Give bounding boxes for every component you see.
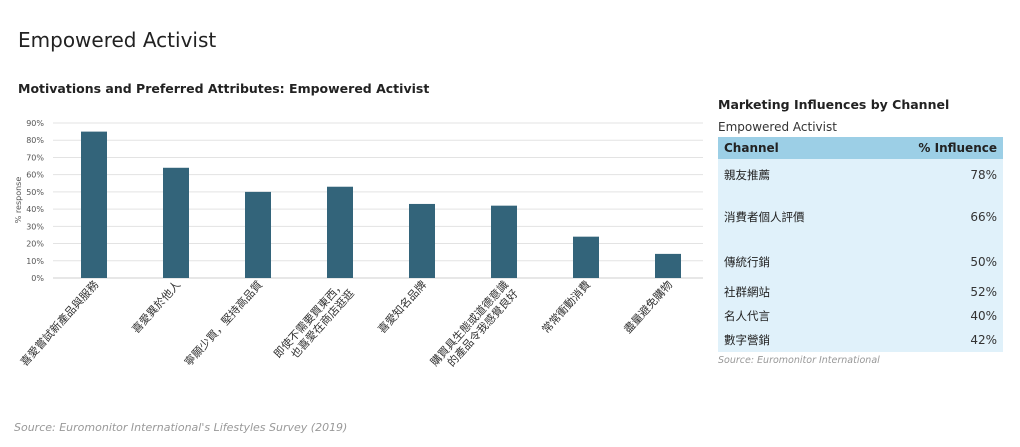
panel-source: Source: Euromonitor International <box>718 355 880 366</box>
bar <box>81 131 107 278</box>
x-tick-label: 寧願少買，堅持高品質 <box>181 278 265 369</box>
y-tick-label: 60% <box>26 171 44 180</box>
table-row: 社群網站 52% <box>718 280 1003 304</box>
channel-cell: 社群網站 <box>718 280 862 304</box>
channel-cell: 傳統行銷 <box>718 243 862 280</box>
x-tick-label: 即使不需要買東西，也喜愛在商店逛逛 <box>271 278 357 361</box>
x-tick-label: 常常衝動消費 <box>539 278 594 336</box>
y-tick-label: 10% <box>26 257 44 266</box>
chart-source: Source: Euromonitor International's Life… <box>14 421 348 434</box>
y-tick-label: 30% <box>26 222 44 231</box>
x-tick-label: 盡量避免購物 <box>621 278 676 336</box>
influence-cell: 42% <box>861 328 1003 352</box>
x-tick-label: 喜愛異於他人 <box>129 278 184 336</box>
x-tick-label: 喜愛嘗試新產品與服務 <box>17 278 101 369</box>
bar <box>491 205 517 278</box>
table-row: 親友推薦 78% <box>718 159 1003 190</box>
table-row: 名人代言 40% <box>718 304 1003 328</box>
x-tick-label: 喜愛知名品牌 <box>375 278 430 336</box>
bar <box>327 186 353 278</box>
influence-cell: 40% <box>861 304 1003 328</box>
table-row: 消費者個人評價 66% <box>718 190 1003 243</box>
bar <box>163 167 189 278</box>
y-tick-label: 80% <box>26 136 44 145</box>
y-tick-label: 0% <box>31 274 44 283</box>
column-header-influence: % Influence <box>861 137 1003 159</box>
table-row: 數字營銷 42% <box>718 328 1003 352</box>
x-tick-label-line: 喜愛知名品牌 <box>375 278 430 336</box>
bar <box>655 253 681 278</box>
x-tick-label-line: 喜愛異於他人 <box>129 278 184 336</box>
y-axis-label: % response <box>14 177 23 224</box>
influence-cell: 66% <box>861 190 1003 243</box>
x-tick-label-line: 寧願少買，堅持高品質 <box>181 278 265 369</box>
bar <box>573 236 599 278</box>
x-tick-label-line: 常常衝動消費 <box>539 278 594 336</box>
y-tick-label: 70% <box>26 153 44 162</box>
channel-cell: 親友推薦 <box>718 159 862 190</box>
y-tick-label: 90% <box>26 119 44 128</box>
table-row: 傳統行銷 50% <box>718 243 1003 280</box>
panel-title: Marketing Influences by Channel <box>718 97 950 112</box>
influence-cell: 52% <box>861 280 1003 304</box>
bar-chart: 0% 10% 20% 30% 40% 50% 60% 70% 80% 90% % response… <box>14 119 703 370</box>
y-tick-label: 20% <box>26 240 44 249</box>
y-tick-label: 50% <box>26 188 44 197</box>
panel-subtitle: Empowered Activist <box>718 120 837 134</box>
x-tick-label-line: 喜愛嘗試新產品與服務 <box>17 278 101 369</box>
channel-cell: 消費者個人評價 <box>718 190 862 243</box>
column-header-channel: Channel <box>718 137 862 159</box>
y-tick-label: 40% <box>26 205 44 214</box>
influence-cell: 50% <box>861 243 1003 280</box>
influence-cell: 78% <box>861 159 1003 190</box>
table-header-row: Channel % Influence <box>718 137 1003 159</box>
bar <box>409 203 435 278</box>
page-title: Empowered Activist <box>18 28 217 52</box>
channel-cell: 名人代言 <box>718 304 862 328</box>
marketing-influences-panel: Marketing Influences by Channel Empowere… <box>718 97 1004 366</box>
x-tick-label-line: 盡量避免購物 <box>621 278 676 336</box>
channel-cell: 數字營銷 <box>718 328 862 352</box>
bar <box>245 191 271 278</box>
x-tick-label-line: 購買具生態或道德意識 <box>427 278 511 369</box>
chart-title: Motivations and Preferred Attributes: Em… <box>18 81 430 96</box>
influence-table: Channel % Influence 親友推薦 78% 消費者個人評價 66%… <box>718 137 1003 352</box>
